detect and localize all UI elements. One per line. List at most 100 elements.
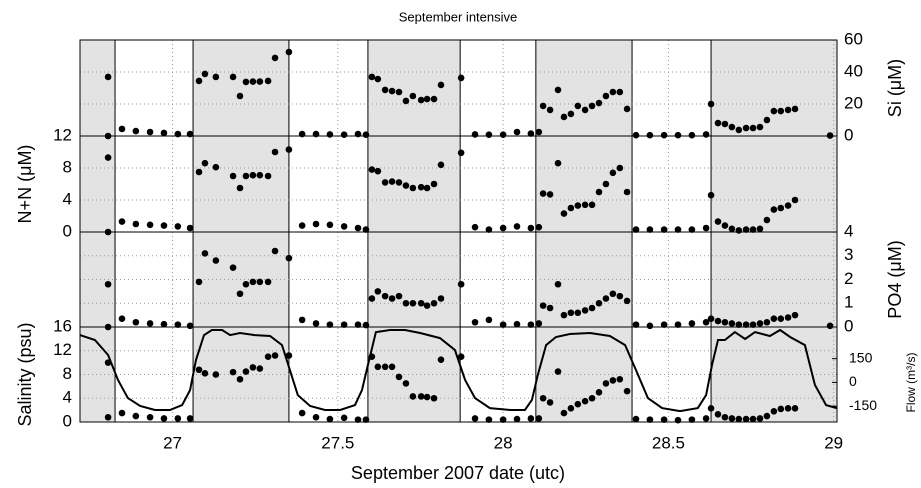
data-point: [132, 318, 140, 326]
data-point: [471, 223, 479, 231]
data-point: [409, 184, 417, 192]
data-point: [236, 290, 244, 298]
data-point: [146, 221, 154, 229]
data-point: [242, 172, 250, 180]
data-point: [174, 223, 182, 230]
data-point: [186, 415, 194, 422]
data-point: [340, 321, 348, 328]
data-point: [256, 365, 264, 372]
data-point: [567, 204, 575, 212]
data-point: [749, 124, 757, 132]
data-point: [721, 222, 729, 229]
data-point: [212, 257, 220, 264]
data-point: [402, 182, 410, 189]
data-point: [430, 394, 438, 402]
data-point: [430, 180, 438, 188]
data-point: [560, 113, 568, 121]
data-point: [602, 380, 610, 387]
data-point: [632, 415, 640, 423]
data-point: [770, 107, 778, 115]
data-point: [285, 48, 293, 56]
data-point: [784, 202, 792, 209]
data-point: [623, 188, 631, 196]
data-point: [660, 416, 668, 423]
y-tick-label: 4: [844, 221, 853, 240]
data-point: [212, 163, 220, 171]
data-point: [763, 412, 771, 420]
data-point: [201, 70, 209, 78]
y-tick-label: 8: [63, 364, 72, 383]
data-point: [212, 371, 220, 378]
data-point: [471, 415, 479, 422]
data-point: [702, 131, 710, 138]
data-point: [160, 320, 168, 328]
data-point: [735, 227, 743, 234]
data-point: [763, 116, 771, 124]
data-point: [763, 318, 771, 326]
data-point: [395, 292, 403, 300]
data-point: [354, 416, 362, 423]
data-point: [688, 226, 696, 233]
data-point: [539, 302, 547, 309]
data-point: [430, 95, 438, 103]
data-point: [388, 87, 396, 95]
y-tick-label: 0: [844, 125, 853, 144]
data-point: [728, 415, 736, 422]
data-point: [271, 352, 279, 359]
data-point: [201, 159, 209, 167]
data-point: [616, 88, 624, 96]
data-point: [581, 201, 589, 209]
data-point: [539, 190, 547, 197]
shaded-interval: [535, 40, 633, 422]
data-point: [132, 412, 140, 420]
data-point: [457, 353, 465, 360]
data-point: [567, 110, 575, 118]
data-point: [388, 363, 396, 371]
data-point: [437, 161, 445, 169]
x-tick-label: 28: [494, 433, 513, 452]
data-point: [249, 171, 257, 179]
data-point: [409, 92, 417, 100]
data-point: [174, 415, 182, 422]
data-point: [409, 299, 417, 307]
y-tick-label: 60: [844, 29, 863, 48]
data-point: [423, 95, 431, 103]
data-point: [714, 317, 722, 325]
data-point: [595, 299, 603, 307]
data-point: [417, 299, 425, 307]
data-point: [714, 119, 722, 127]
x-tick-label: 29: [824, 433, 843, 452]
data-point: [735, 126, 743, 134]
y2-tick-label: 150: [849, 349, 873, 365]
y-tick-label: 4: [63, 388, 72, 407]
data-point: [118, 218, 126, 225]
data-point: [368, 73, 376, 81]
y2-axis-label: Flow (m³/s): [904, 353, 918, 413]
data-point: [728, 123, 736, 131]
data-point: [763, 216, 771, 224]
data-point: [791, 105, 799, 113]
data-point: [688, 416, 696, 423]
data-point: [623, 297, 631, 305]
data-point: [770, 408, 778, 415]
data-point: [674, 131, 682, 139]
data-point: [791, 405, 799, 412]
data-point: [388, 178, 396, 185]
data-point: [674, 226, 682, 233]
data-point: [381, 86, 389, 94]
data-point: [326, 321, 334, 328]
data-point: [777, 405, 785, 413]
data-point: [146, 320, 154, 327]
data-point: [104, 73, 112, 81]
y2-tick-label: 0: [849, 373, 857, 389]
data-point: [174, 321, 182, 328]
data-point: [499, 416, 507, 423]
y-tick-label: 0: [63, 221, 72, 240]
data-point: [256, 278, 264, 286]
data-point: [527, 415, 535, 422]
data-point: [581, 106, 589, 114]
data-point: [567, 309, 575, 317]
data-point: [707, 405, 715, 412]
data-point: [423, 302, 431, 309]
